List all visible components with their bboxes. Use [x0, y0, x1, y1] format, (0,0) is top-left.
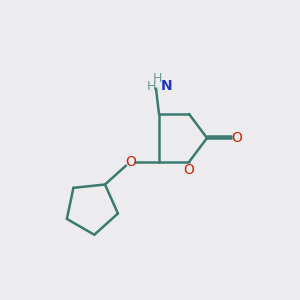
Text: O: O — [231, 131, 242, 145]
Text: O: O — [184, 164, 194, 177]
Text: N: N — [161, 79, 172, 93]
Text: O: O — [125, 155, 136, 169]
Text: H: H — [153, 71, 162, 85]
Text: H: H — [147, 80, 156, 93]
